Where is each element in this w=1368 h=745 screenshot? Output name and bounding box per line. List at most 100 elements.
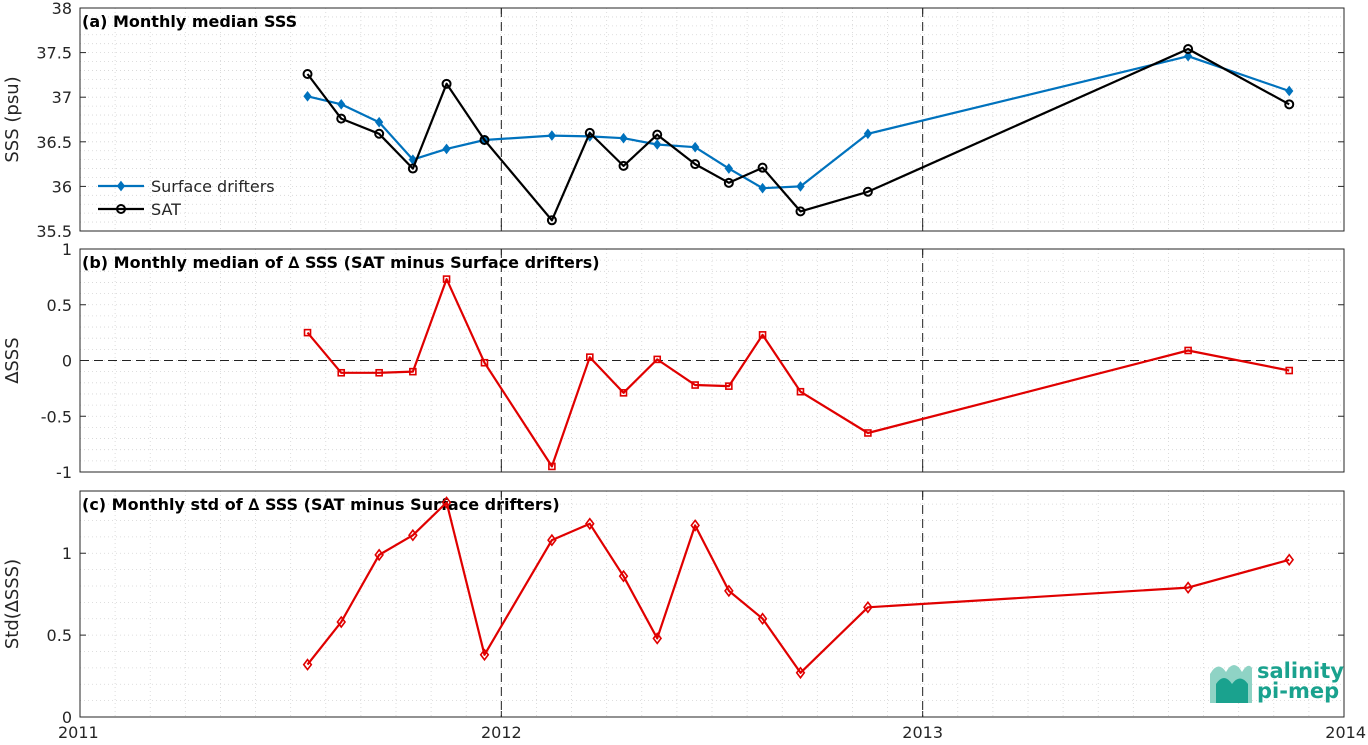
minor-grid (79, 248, 1345, 473)
legend-entry: Surface drifters (151, 177, 275, 196)
data-point (652, 129, 663, 140)
y-axis-label: Std(∆SSS) (2, 559, 23, 649)
y-tick-label: 0.5 (47, 296, 72, 315)
data-point (408, 528, 418, 542)
panel-c: 0 0.5 1 2011 2012 2013 2014 (c) Monthly std of … (2, 490, 1366, 742)
x-tick-label: 2012 (481, 723, 522, 742)
y-axis-label: SSS (psu) (2, 76, 23, 162)
y-tick-label: 35.5 (36, 222, 72, 241)
data-point (863, 128, 873, 140)
data-point (337, 99, 346, 110)
data-point (546, 215, 557, 226)
data-point (691, 141, 700, 153)
y-tick-label: 1 (62, 544, 72, 563)
data-point (375, 368, 383, 377)
legend-entry: SAT (151, 200, 181, 219)
data-point (374, 128, 385, 139)
data-point (1183, 581, 1193, 594)
data-point (618, 160, 629, 171)
minor-grid (79, 491, 1345, 718)
data-point (1285, 85, 1294, 97)
series-delta (303, 275, 1294, 471)
logo-line2: pi-mep (1257, 679, 1339, 703)
data-point (796, 181, 805, 192)
data-point (586, 353, 594, 361)
data-point (725, 382, 733, 390)
logo-line1: salinity (1257, 659, 1344, 683)
series-line (307, 55, 1290, 190)
data-point (619, 389, 628, 397)
data-point (302, 658, 313, 671)
data-point (584, 127, 595, 138)
y-axis-label: ∆SSS (2, 337, 23, 384)
data-point (724, 584, 734, 598)
data-point (1184, 346, 1192, 355)
y-tick-label: 1 (62, 240, 72, 259)
y-tick-label: 36 (52, 177, 72, 196)
y-tick-label: -1 (56, 463, 72, 482)
legend: Surface drifters SAT (98, 177, 275, 219)
data-point (795, 206, 806, 217)
logo-wave-icon-front (1216, 678, 1248, 703)
data-point (479, 135, 490, 146)
data-point (336, 615, 347, 629)
data-point (409, 367, 417, 376)
data-point (864, 429, 872, 437)
data-point (548, 462, 556, 471)
data-point (758, 182, 767, 194)
data-point (442, 143, 451, 155)
data-point (116, 180, 126, 192)
x-tick-label: 2013 (902, 723, 943, 742)
minor-grid (79, 7, 1345, 232)
data-point (374, 548, 384, 562)
data-point (1285, 366, 1294, 375)
data-point (652, 632, 663, 645)
y-tick-label: 38 (52, 0, 72, 18)
series-line (306, 278, 1290, 468)
data-point (441, 496, 452, 509)
data-point (653, 139, 662, 150)
data-point (1183, 44, 1194, 55)
series-line (306, 501, 1290, 674)
series-line (306, 47, 1290, 222)
data-point (758, 331, 767, 339)
data-point (337, 368, 346, 377)
data-point (547, 533, 557, 547)
y-tick-label: 0 (62, 352, 72, 371)
x-tick-label: 2014 (1325, 723, 1366, 742)
data-point (863, 600, 873, 614)
data-point (723, 177, 734, 188)
data-point (407, 163, 418, 174)
data-point (796, 387, 805, 396)
y-tick-label: 0.5 (47, 626, 72, 645)
y-tick-label: 37 (52, 88, 72, 107)
data-point (480, 358, 489, 367)
panel-title: (c) Monthly std of ∆ SSS (SAT minus Surf… (82, 495, 560, 514)
data-point (757, 162, 768, 173)
data-point (691, 381, 699, 389)
data-point (336, 113, 347, 124)
panel-title: (b) Monthly median of ∆ SSS (SAT minus S… (82, 253, 600, 272)
y-tick-label: -0.5 (41, 407, 72, 426)
axes-frame (79, 490, 1345, 718)
data-point (619, 132, 628, 144)
panel-title: (a) Monthly median SSS (82, 12, 297, 31)
data-point (116, 204, 126, 214)
panel-b: -1 -0.5 0 0.5 1 (b) Monthly median of ∆ SSS (… (2, 240, 1345, 482)
series-surface-drifters (303, 50, 1294, 194)
data-point (479, 648, 490, 662)
axes-frame (79, 7, 1345, 232)
panel-a: 35.5 36 36.5 37 37.5 38 (a) Monthly median SSS… (2, 0, 1345, 241)
data-point (303, 328, 312, 337)
data-point (757, 612, 768, 626)
data-point (547, 130, 557, 141)
data-point (375, 116, 384, 128)
y-tick-label: 36.5 (36, 133, 72, 152)
data-point (724, 163, 733, 174)
y-tick-label: 0 (62, 708, 72, 727)
data-point (1183, 50, 1193, 62)
data-point (442, 275, 451, 283)
y-tick-label: 37.5 (36, 44, 72, 63)
data-point (795, 666, 806, 680)
